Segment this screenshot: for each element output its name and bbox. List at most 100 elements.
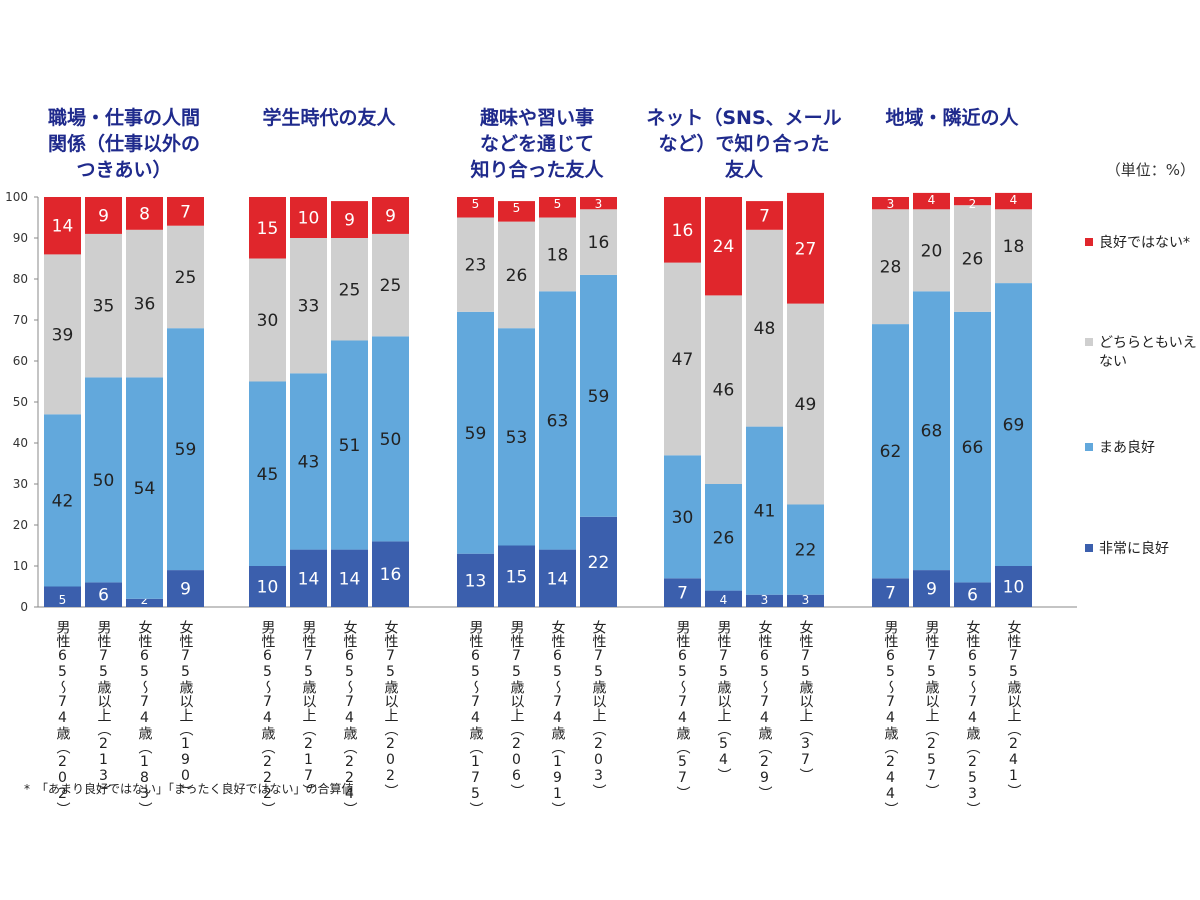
bar-value-label: 45 bbox=[257, 465, 279, 485]
bar-value-label: 14 bbox=[298, 569, 320, 589]
bar-segment-very_good bbox=[498, 545, 535, 607]
bar-segment-not_good bbox=[913, 192, 950, 210]
x-category-label: 男性65～74歳（175） bbox=[468, 620, 484, 816]
x-category-label: 男性65～74歳（57） bbox=[675, 620, 691, 800]
bar-segment-very_good bbox=[126, 598, 163, 607]
bar-value-label: 7 bbox=[180, 202, 191, 222]
bar-segment-not_good bbox=[372, 197, 409, 234]
bar-value-label: 50 bbox=[380, 430, 402, 450]
bar-value-label: 26 bbox=[713, 528, 735, 548]
x-category-label: 男性75歳以上（213） bbox=[96, 620, 112, 798]
bar-segment-neutral bbox=[372, 233, 409, 337]
bar-value-label: 9 bbox=[180, 580, 191, 600]
bar-segment-not_good bbox=[457, 197, 494, 218]
bar-segment-very_good bbox=[787, 594, 824, 607]
bar-segment-neutral bbox=[85, 233, 122, 378]
bar-segment-somewhat_good bbox=[372, 336, 409, 542]
legend-label: まあ良好 bbox=[1099, 440, 1155, 456]
bar-segment-somewhat_good bbox=[290, 373, 327, 550]
x-category-label: 女性65～74歳（253） bbox=[965, 619, 981, 816]
x-category-label: 男性65～74歳（244） bbox=[883, 620, 899, 816]
bar-value-label: 3 bbox=[802, 593, 810, 607]
y-tick-label: 60 bbox=[13, 354, 28, 368]
bar-segment-somewhat_good bbox=[580, 274, 617, 517]
y-tick-label: 40 bbox=[13, 436, 28, 450]
bar-value-label: 20 bbox=[921, 241, 943, 261]
legend-swatch-somewhat_good bbox=[1085, 443, 1093, 451]
bar-segment-very_good bbox=[746, 594, 783, 607]
legend-label: ない bbox=[1099, 354, 1127, 370]
bar-value-label: 63 bbox=[547, 411, 569, 431]
bar-segment-not_good bbox=[872, 197, 909, 210]
bar-segment-neutral bbox=[126, 229, 163, 378]
bar-segment-somewhat_good bbox=[457, 311, 494, 554]
bar-segment-very_good bbox=[580, 516, 617, 607]
bar-segment-very_good bbox=[457, 553, 494, 607]
bar-value-label: 25 bbox=[175, 268, 197, 288]
bar-value-label: 7 bbox=[759, 206, 770, 226]
bar-value-label: 5 bbox=[472, 197, 480, 211]
bar-segment-neutral bbox=[705, 295, 742, 484]
y-tick-label: 50 bbox=[13, 395, 28, 409]
bar-value-label: 22 bbox=[795, 541, 817, 561]
bar-value-label: 26 bbox=[962, 250, 984, 270]
bar-value-label: 2 bbox=[141, 593, 149, 607]
bar-segment-somewhat_good bbox=[498, 328, 535, 546]
bar-value-label: 10 bbox=[298, 209, 320, 229]
y-tick-label: 70 bbox=[13, 313, 28, 327]
bar-segment-not_good bbox=[705, 197, 742, 296]
bar-segment-not_good bbox=[539, 197, 576, 218]
bar-value-label: 25 bbox=[380, 276, 402, 296]
bar-value-label: 53 bbox=[506, 428, 528, 448]
bar-value-label: 9 bbox=[344, 211, 355, 231]
x-category-label: 女性65～74歳（183） bbox=[137, 619, 153, 816]
x-category-label: 女性75歳以上（202） bbox=[383, 619, 399, 798]
bar-value-label: 5 bbox=[513, 201, 521, 215]
bar-segment-neutral bbox=[872, 209, 909, 325]
bar-segment-not_good bbox=[664, 197, 701, 263]
bar-segment-somewhat_good bbox=[787, 504, 824, 595]
group-title: 関係（仕事以外の bbox=[48, 132, 200, 155]
bar-value-label: 18 bbox=[547, 245, 569, 265]
y-tick-label: 30 bbox=[13, 477, 28, 491]
bar-segment-somewhat_good bbox=[995, 283, 1032, 566]
bar-segment-not_good bbox=[498, 201, 535, 222]
bar-segment-very_good bbox=[913, 570, 950, 607]
bar-segment-very_good bbox=[872, 578, 909, 607]
bar-value-label: 26 bbox=[506, 266, 528, 286]
bar-value-label: 4 bbox=[1010, 193, 1018, 207]
bar-segment-neutral bbox=[913, 209, 950, 292]
bar-value-label: 9 bbox=[385, 206, 396, 226]
bar-segment-neutral bbox=[954, 205, 991, 312]
bar-value-label: 47 bbox=[672, 350, 694, 370]
y-tick-label: 90 bbox=[13, 231, 28, 245]
bar-segment-somewhat_good bbox=[167, 328, 204, 571]
bar-value-label: 7 bbox=[677, 584, 688, 604]
bar-value-label: 7 bbox=[885, 584, 896, 604]
bar-segment-somewhat_good bbox=[331, 340, 368, 550]
bar-value-label: 41 bbox=[754, 502, 776, 522]
bar-segment-not_good bbox=[290, 197, 327, 238]
bar-segment-not_good bbox=[44, 197, 81, 255]
bar-value-label: 16 bbox=[588, 233, 610, 253]
x-category-label: 女性75歳以上（37） bbox=[798, 619, 814, 782]
bar-value-label: 59 bbox=[465, 424, 487, 444]
bar-value-label: 66 bbox=[962, 438, 984, 458]
x-category-label: 女性65～74歳（191） bbox=[550, 619, 566, 816]
bar-segment-not_good bbox=[995, 192, 1032, 210]
group-title: 友人 bbox=[725, 158, 764, 181]
bar-segment-neutral bbox=[44, 254, 81, 415]
bar-value-label: 14 bbox=[547, 569, 569, 589]
x-category-label: 女性75歳以上（241） bbox=[1006, 619, 1022, 798]
bar-value-label: 54 bbox=[134, 479, 156, 499]
bar-segment-somewhat_good bbox=[872, 324, 909, 579]
bar-value-label: 42 bbox=[52, 491, 74, 511]
group-title: つきあい） bbox=[76, 158, 171, 181]
bar-value-label: 4 bbox=[720, 593, 728, 607]
bar-value-label: 3 bbox=[761, 593, 769, 607]
legend-label: 良好ではない* bbox=[1099, 235, 1190, 251]
bar-value-label: 62 bbox=[880, 442, 902, 462]
bar-value-label: 14 bbox=[52, 217, 74, 237]
group-title: 地域・隣近の人 bbox=[885, 106, 1019, 129]
